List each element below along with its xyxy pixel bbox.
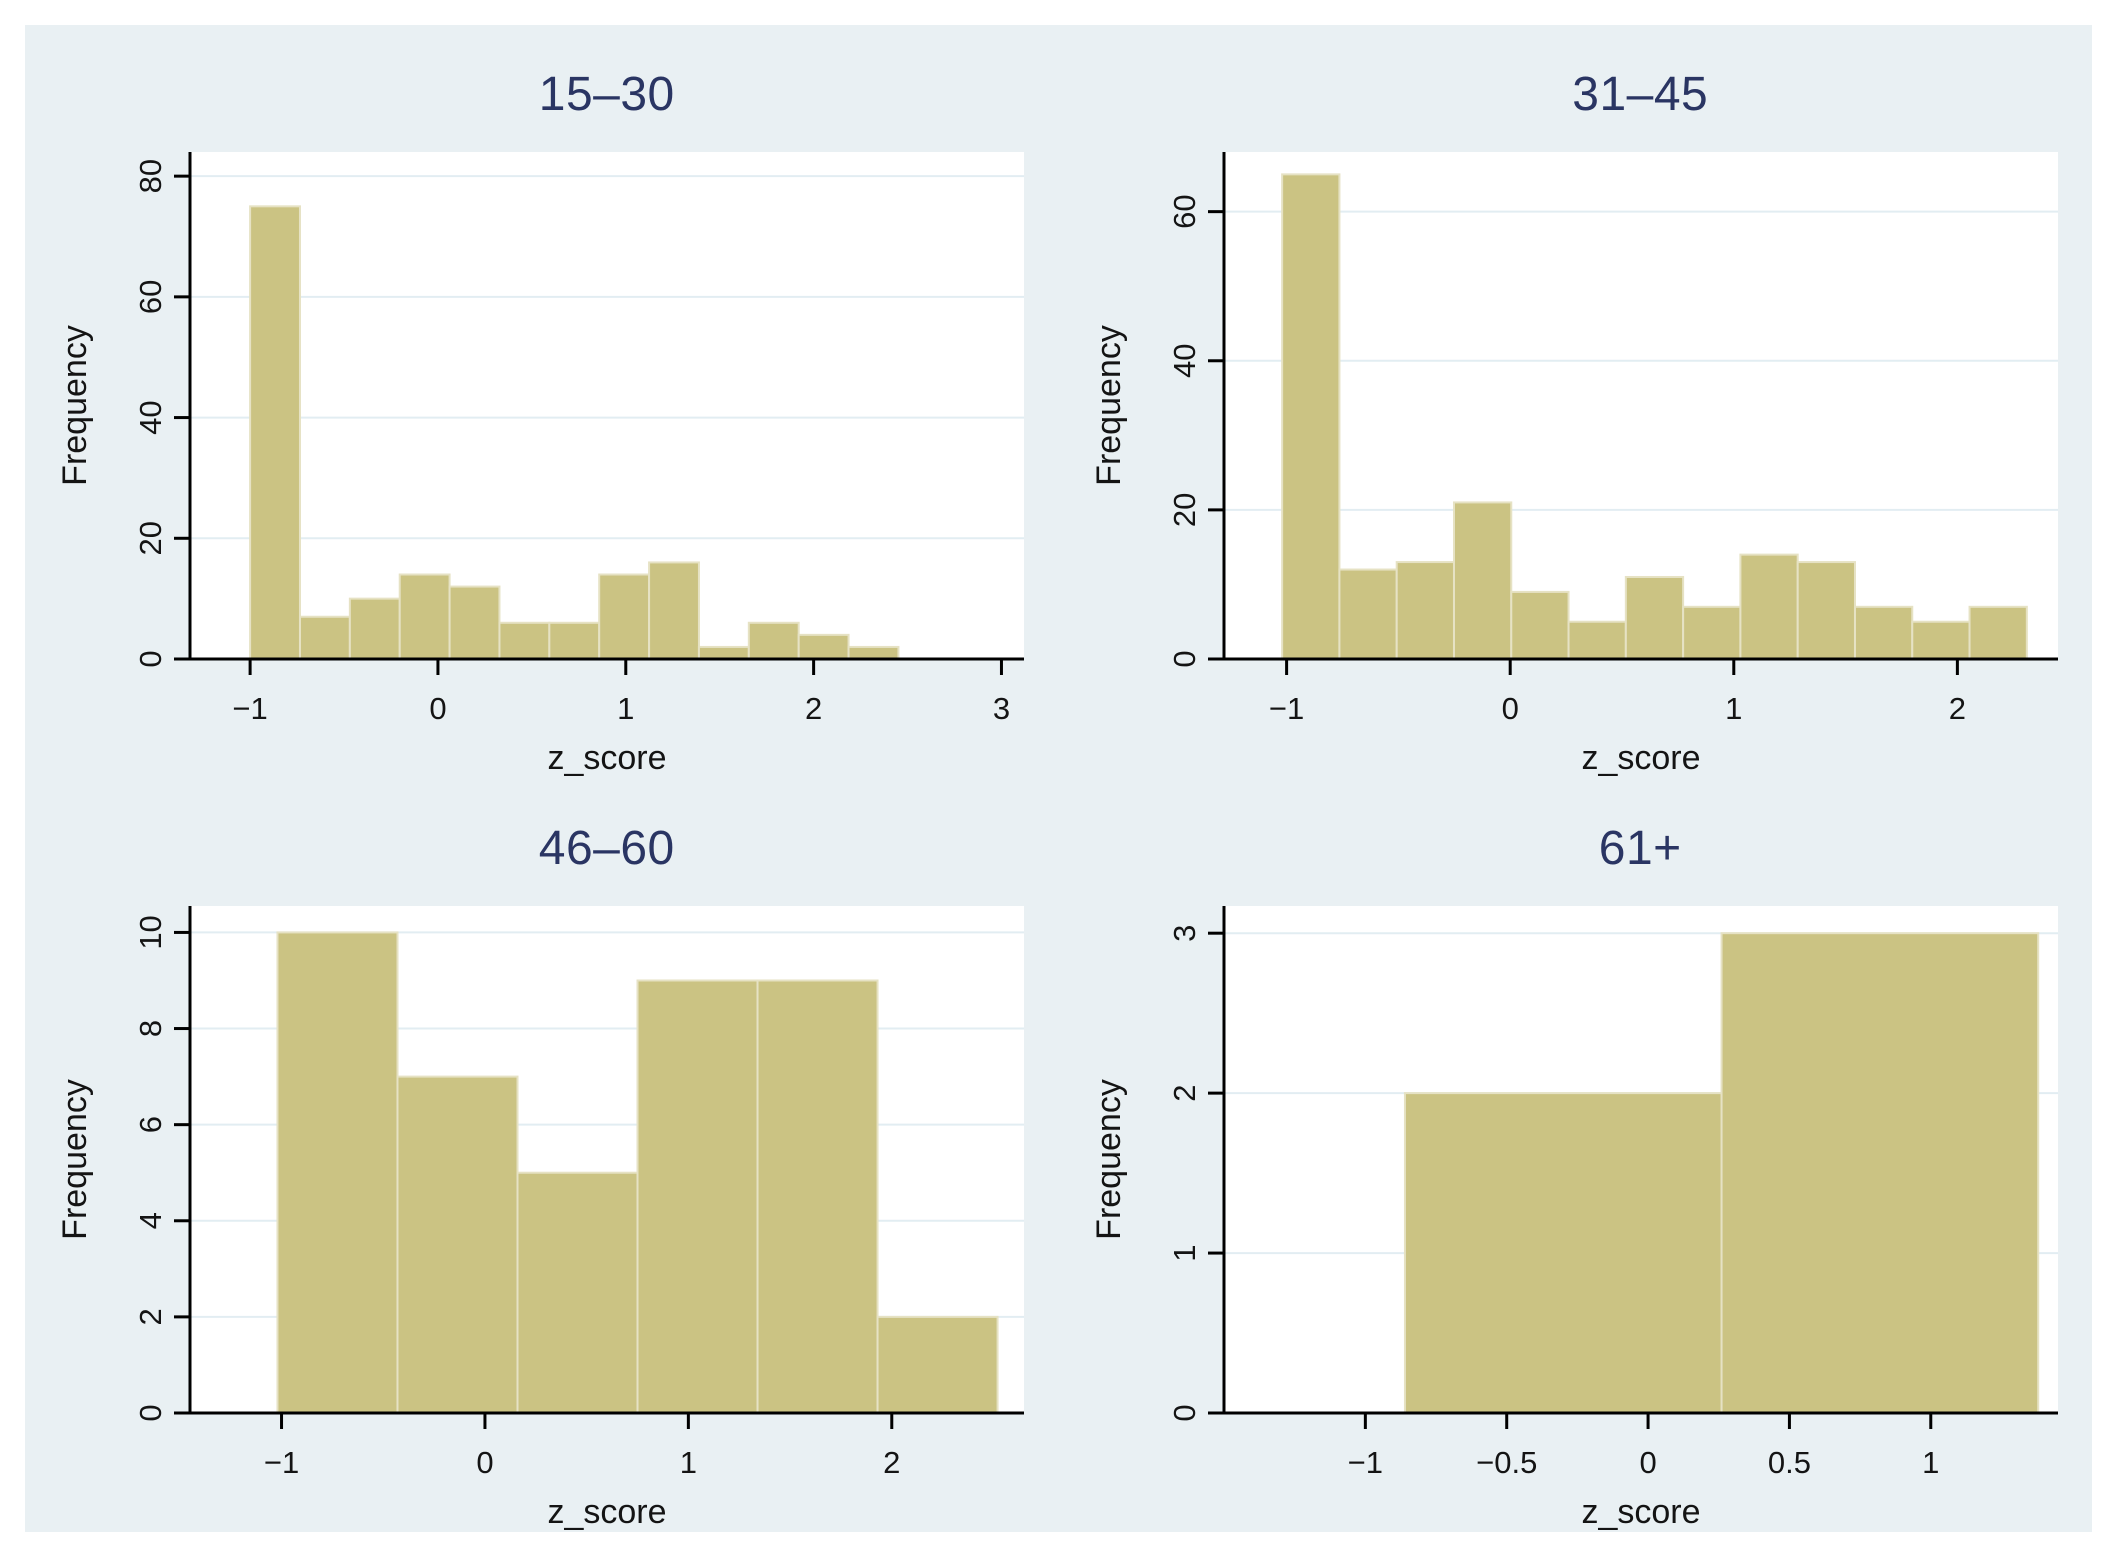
histogram-bar bbox=[1681, 605, 1741, 661]
x-tick-label: 1 bbox=[617, 691, 634, 726]
histogram-bar bbox=[249, 205, 301, 660]
x-tick-label: −1 bbox=[1347, 1445, 1382, 1480]
y-tick-label: 6 bbox=[133, 1116, 168, 1133]
histogram-plot-1: 0 20 40 60 80 −1 0 1 2 3 Frequency z_score bbox=[25, 127, 1059, 779]
x-tick-label: −1 bbox=[232, 691, 267, 726]
histogram-panel-4: 61+ 0 1 2 3 −1 −0.5 0 0.5 1 Frequency z_score bbox=[1059, 779, 2093, 1533]
y-tick-label: 3 bbox=[1167, 924, 1202, 941]
histogram-bar bbox=[1624, 575, 1684, 660]
graph-canvas: 15–30 0 20 40 60 80 −1 0 1 2 3 Frequency z_score 31… bbox=[25, 25, 2092, 1532]
histogram-bar bbox=[1337, 568, 1398, 661]
y-tick-label: 20 bbox=[133, 521, 168, 555]
y-axis-title: Frequency bbox=[1090, 325, 1128, 486]
histogram-bar bbox=[1738, 553, 1799, 660]
y-tick-label: 0 bbox=[133, 650, 168, 667]
y-tick-label: 1 bbox=[1167, 1244, 1202, 1261]
x-tick-label: 0 bbox=[476, 1445, 493, 1480]
y-tick-label: 20 bbox=[1167, 493, 1202, 527]
x-tick-label: 0 bbox=[1501, 691, 1518, 726]
y-tick-label: 60 bbox=[133, 280, 168, 314]
histogram-panel-2: 31–45 0 20 40 60 −1 0 1 2 Frequency z_score bbox=[1059, 25, 2093, 779]
histogram-bar bbox=[797, 633, 850, 661]
histogram-bar bbox=[516, 1171, 639, 1414]
y-tick-label: 40 bbox=[133, 400, 168, 434]
histogram-bar bbox=[398, 573, 451, 660]
histogram-bar bbox=[1403, 1091, 1723, 1414]
y-tick-label: 60 bbox=[1167, 194, 1202, 228]
histogram-bar bbox=[1968, 605, 2028, 661]
panel-title-3: 46–60 bbox=[538, 821, 675, 875]
histogram-bar bbox=[876, 1315, 999, 1414]
y-tick-label: 2 bbox=[1167, 1084, 1202, 1101]
histogram-bar bbox=[847, 645, 900, 661]
x-axis-title: z_score bbox=[547, 1493, 666, 1531]
histogram-svg: 0 20 40 60 80 −1 0 1 2 3 Frequency z_score bbox=[56, 152, 1024, 777]
y-tick-label: 8 bbox=[133, 1019, 168, 1036]
histogram-plot-3: 0 2 4 6 8 10 −1 0 1 2 Frequency z_score bbox=[25, 881, 1059, 1533]
histogram-bar bbox=[1720, 931, 2039, 1414]
histogram-bar bbox=[756, 978, 879, 1414]
histogram-plot-4: 0 1 2 3 −1 −0.5 0 0.5 1 Frequency z_score bbox=[1059, 881, 2093, 1533]
histogram-bar bbox=[598, 573, 651, 660]
x-tick-label: −1 bbox=[264, 1445, 299, 1480]
y-tick-label: 0 bbox=[1167, 650, 1202, 667]
histogram-bar bbox=[1853, 605, 1913, 661]
histogram-svg: 0 2 4 6 8 10 −1 0 1 2 Frequency z_score bbox=[56, 905, 1024, 1531]
histogram-bar bbox=[448, 585, 501, 661]
y-tick-label: 40 bbox=[1167, 344, 1202, 378]
y-tick-label: 80 bbox=[133, 159, 168, 193]
y-axis-title: Frequency bbox=[56, 325, 94, 486]
x-tick-label: 3 bbox=[993, 691, 1010, 726]
histogram-bar bbox=[1910, 620, 1971, 660]
x-tick-label: 1 bbox=[1725, 691, 1742, 726]
x-tick-label: −1 bbox=[1268, 691, 1303, 726]
x-tick-label: 0 bbox=[1639, 1445, 1656, 1480]
histogram-bar bbox=[636, 978, 759, 1414]
histogram-bar bbox=[1280, 173, 1340, 660]
histogram-bar bbox=[348, 597, 401, 660]
x-axis-title: z_score bbox=[547, 739, 666, 777]
x-tick-label: −0.5 bbox=[1476, 1445, 1537, 1480]
x-tick-label: 2 bbox=[805, 691, 822, 726]
histogram-bar bbox=[648, 561, 700, 660]
x-tick-label: 1 bbox=[1922, 1445, 1939, 1480]
histogram-bar bbox=[747, 621, 800, 660]
histogram-bar bbox=[1509, 590, 1570, 661]
histogram-bar bbox=[548, 621, 601, 660]
x-axis-title: z_score bbox=[1581, 739, 1700, 777]
y-tick-label: 0 bbox=[1167, 1404, 1202, 1421]
histogram-bar bbox=[276, 930, 399, 1414]
y-tick-label: 4 bbox=[133, 1212, 168, 1229]
x-tick-label: 1 bbox=[680, 1445, 697, 1480]
x-tick-label: 2 bbox=[1948, 691, 1965, 726]
histogram-bar bbox=[298, 615, 351, 660]
histogram-panel-1: 15–30 0 20 40 60 80 −1 0 1 2 3 Frequency z_score bbox=[25, 25, 1059, 779]
histogram-bar bbox=[396, 1075, 519, 1414]
y-tick-label: 0 bbox=[133, 1404, 168, 1421]
panel-title-1: 15–30 bbox=[538, 68, 675, 121]
x-tick-label: 0 bbox=[429, 691, 446, 726]
x-axis-title: z_score bbox=[1581, 1493, 1700, 1531]
panel-title-4: 61+ bbox=[1598, 821, 1682, 875]
y-tick-label: 2 bbox=[133, 1308, 168, 1325]
x-tick-label: 2 bbox=[883, 1445, 900, 1480]
histogram-bar bbox=[1452, 501, 1512, 661]
y-tick-label: 10 bbox=[133, 915, 168, 949]
histogram-bar bbox=[1796, 561, 1856, 660]
x-tick-label: 0.5 bbox=[1767, 1445, 1810, 1480]
histogram-svg: 0 1 2 3 −1 −0.5 0 0.5 1 Frequency z_score bbox=[1090, 905, 2058, 1531]
histogram-panel-3: 46–60 0 2 4 6 8 10 −1 0 1 2 Frequency z_score bbox=[25, 779, 1059, 1533]
histogram-plot-2: 0 20 40 60 −1 0 1 2 Frequency z_score bbox=[1059, 127, 2093, 779]
histogram-bar bbox=[1567, 620, 1627, 660]
y-axis-title: Frequency bbox=[56, 1079, 94, 1240]
histogram-svg: 0 20 40 60 −1 0 1 2 Frequency z_score bbox=[1090, 152, 2058, 777]
histogram-bar bbox=[1395, 561, 1455, 660]
histogram-bar bbox=[697, 645, 750, 661]
y-axis-title: Frequency bbox=[1090, 1079, 1128, 1240]
histogram-bar bbox=[498, 621, 551, 660]
panel-title-2: 31–45 bbox=[1572, 68, 1709, 121]
